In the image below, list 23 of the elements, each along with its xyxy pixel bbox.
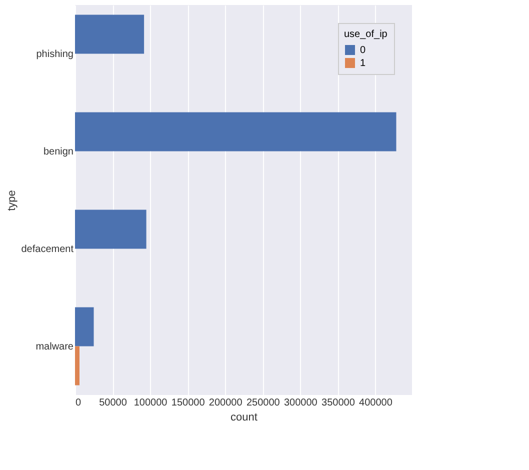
x-tick-label: 250000 xyxy=(246,398,280,408)
y-tick-label: benign xyxy=(43,146,74,158)
bar xyxy=(75,210,146,249)
y-axis-title: type xyxy=(6,190,18,211)
bar xyxy=(75,112,396,152)
x-tick-label: 300000 xyxy=(284,398,318,408)
legend-label: 1 xyxy=(360,58,366,69)
x-axis-title: count xyxy=(230,412,258,424)
bar xyxy=(75,346,80,386)
x-tick-label: 400000 xyxy=(359,398,393,408)
y-tick-label: defacement xyxy=(21,244,74,255)
bar xyxy=(75,14,144,54)
x-tick-label: 0 xyxy=(76,398,82,408)
x-tick-label: 150000 xyxy=(171,398,206,408)
y-tick-label: malware xyxy=(36,341,74,352)
x-tick-label: 50000 xyxy=(99,398,128,408)
x-tick-label: 350000 xyxy=(322,398,356,408)
legend-label: 0 xyxy=(360,45,366,56)
legend-title: use_of_ip xyxy=(344,29,388,40)
y-tick-label: phishing xyxy=(36,48,74,60)
x-tick-label: 200000 xyxy=(208,398,243,408)
bar xyxy=(75,307,94,346)
x-tick-label: 100000 xyxy=(134,398,168,408)
